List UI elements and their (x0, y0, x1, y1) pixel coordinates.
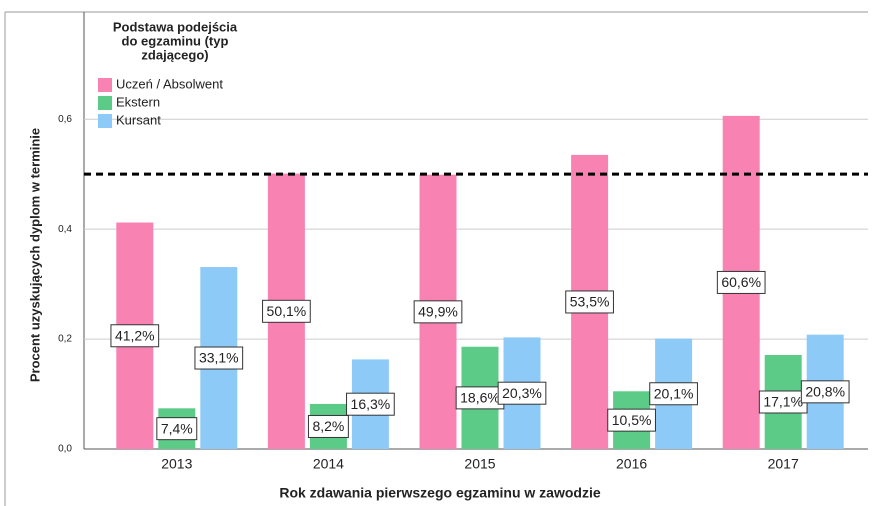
value-label: 41,2% (115, 327, 155, 343)
legend-label: Kursant (116, 112, 161, 127)
legend-swatch (98, 96, 112, 110)
legend-swatch (98, 78, 112, 92)
x-tick-label: 2016 (616, 456, 647, 472)
value-label-box (110, 324, 160, 348)
value-label-box (346, 392, 395, 416)
y-tick-label: 0,2 (58, 334, 72, 345)
y-tick-label: 0,0 (58, 444, 72, 455)
value-label: 20,1% (654, 385, 694, 401)
value-label: 33,1% (199, 350, 239, 366)
value-label: 16,3% (351, 396, 391, 412)
value-label-box (800, 380, 850, 404)
value-label: 17,1% (763, 394, 803, 410)
value-label-box (156, 417, 198, 441)
legend-label: Uczeń / Absolwent (116, 76, 223, 91)
legend-title: zdającego) (141, 47, 208, 62)
value-label-box (194, 346, 244, 370)
value-label: 53,5% (570, 294, 610, 310)
value-label: 8,2% (312, 418, 344, 434)
value-label-box (649, 382, 698, 406)
value-label: 18,6% (460, 390, 500, 406)
value-label: 7,4% (161, 420, 193, 436)
legend-label: Ekstern (116, 94, 160, 109)
y-tick-label: 0,4 (58, 224, 72, 235)
legend-title: Podstawa podejścia (113, 19, 238, 34)
value-label: 10,5% (612, 412, 652, 428)
value-label: 60,6% (721, 274, 761, 290)
value-label-box (565, 290, 614, 314)
x-axis-label: Rok zdawania pierwszego egzaminu w zawod… (279, 485, 601, 501)
x-tick-label: 2017 (768, 456, 799, 472)
legend-title: do egzaminu (typ (122, 33, 229, 48)
value-label: 49,9% (418, 304, 458, 320)
x-tick-label: 2015 (464, 456, 495, 472)
value-label-box (497, 381, 547, 405)
x-tick-label: 2013 (161, 456, 192, 472)
value-label-box (716, 270, 766, 294)
x-tick-label: 2014 (313, 456, 344, 472)
value-label: 20,8% (805, 384, 845, 400)
value-label-box (262, 299, 311, 323)
value-label: 50,1% (267, 303, 307, 319)
y-tick-label: 0,6 (58, 114, 72, 125)
legend-swatch (98, 114, 112, 128)
value-label-box (607, 408, 656, 432)
value-label-box (307, 414, 349, 438)
value-label: 20,3% (502, 385, 542, 401)
value-label-box (413, 300, 463, 324)
y-axis-label: Procent uzyskujących dyplom w terminie (27, 128, 42, 382)
